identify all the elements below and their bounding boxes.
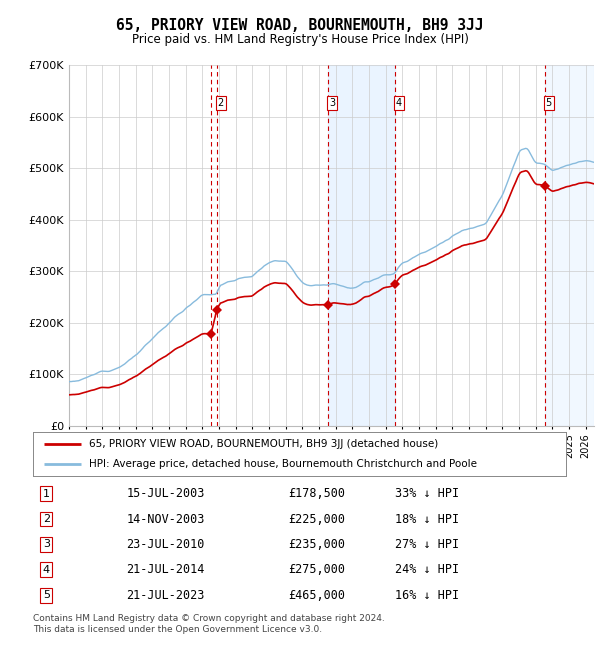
- Text: 4: 4: [43, 565, 50, 575]
- Text: 24% ↓ HPI: 24% ↓ HPI: [395, 563, 460, 577]
- Bar: [545, 65, 594, 426]
- Text: Price paid vs. HM Land Registry's House Price Index (HPI): Price paid vs. HM Land Registry's House …: [131, 32, 469, 46]
- Text: £235,000: £235,000: [289, 538, 346, 551]
- Text: 5: 5: [545, 98, 552, 108]
- Text: 21-JUL-2014: 21-JUL-2014: [126, 563, 205, 577]
- Text: 16% ↓ HPI: 16% ↓ HPI: [395, 589, 460, 602]
- Text: £465,000: £465,000: [289, 589, 346, 602]
- Text: £225,000: £225,000: [289, 512, 346, 525]
- Text: £178,500: £178,500: [289, 488, 346, 500]
- Text: 15-JUL-2003: 15-JUL-2003: [126, 488, 205, 500]
- Text: HPI: Average price, detached house, Bournemouth Christchurch and Poole: HPI: Average price, detached house, Bour…: [89, 459, 477, 469]
- Text: 21-JUL-2023: 21-JUL-2023: [126, 589, 205, 602]
- Text: 2: 2: [218, 98, 224, 108]
- Text: 2: 2: [43, 514, 50, 524]
- Text: £275,000: £275,000: [289, 563, 346, 577]
- Text: 14-NOV-2003: 14-NOV-2003: [126, 512, 205, 525]
- Text: 3: 3: [329, 98, 335, 108]
- Text: 33% ↓ HPI: 33% ↓ HPI: [395, 488, 460, 500]
- Text: 23-JUL-2010: 23-JUL-2010: [126, 538, 205, 551]
- Text: 65, PRIORY VIEW ROAD, BOURNEMOUTH, BH9 3JJ: 65, PRIORY VIEW ROAD, BOURNEMOUTH, BH9 3…: [116, 18, 484, 33]
- Bar: [328, 65, 395, 426]
- Text: 4: 4: [395, 98, 402, 108]
- Text: 1: 1: [43, 489, 50, 499]
- Text: 3: 3: [43, 540, 50, 549]
- Text: 5: 5: [43, 590, 50, 600]
- Text: Contains HM Land Registry data © Crown copyright and database right 2024.
This d: Contains HM Land Registry data © Crown c…: [33, 614, 385, 634]
- Text: 18% ↓ HPI: 18% ↓ HPI: [395, 512, 460, 525]
- Text: 27% ↓ HPI: 27% ↓ HPI: [395, 538, 460, 551]
- Text: 65, PRIORY VIEW ROAD, BOURNEMOUTH, BH9 3JJ (detached house): 65, PRIORY VIEW ROAD, BOURNEMOUTH, BH9 3…: [89, 439, 438, 448]
